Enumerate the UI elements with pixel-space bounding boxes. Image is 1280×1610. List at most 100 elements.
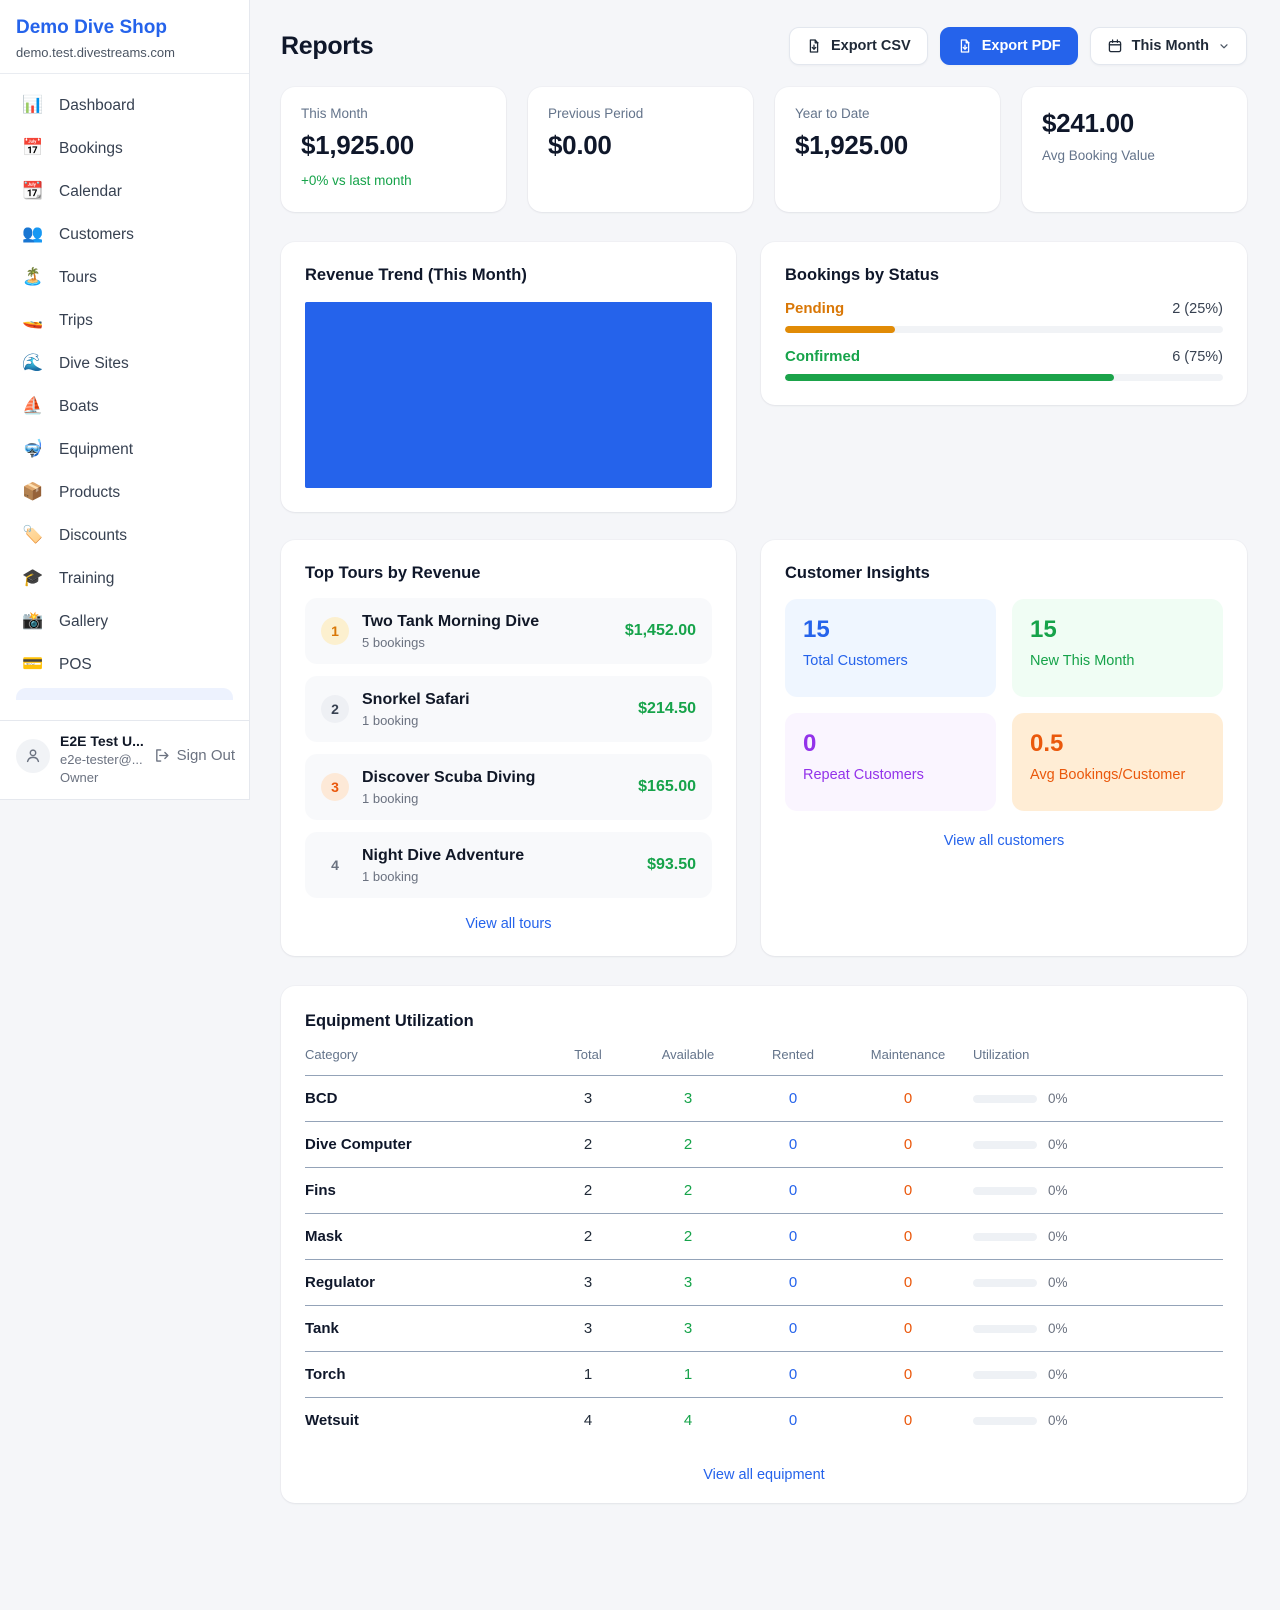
sidebar-item-dive-sites[interactable]: 🌊 Dive Sites (22, 353, 129, 373)
sidebar-item-equipment[interactable]: 🤿 Equipment (22, 439, 134, 459)
sidebar-item-customers[interactable]: 👥 Customers (22, 224, 134, 244)
total-customers-tile: 15 Total Customers (785, 599, 996, 697)
island-icon: 🏝️ (22, 267, 44, 287)
sidebar-item-trips[interactable]: 🚤 Trips (22, 310, 93, 330)
wave-icon: 🌊 (22, 353, 44, 373)
table-row: Dive Computer 2 2 0 0 0% (305, 1122, 1223, 1168)
stat-card-previous-period: Previous Period $0.00 (528, 87, 753, 212)
user-section: E2E Test U... e2e-tester@... Owner Sign … (0, 720, 249, 799)
customers-icon: 👥 (22, 224, 44, 244)
tag-icon: 🏷️ (22, 525, 44, 545)
confirmed-label: Confirmed (785, 348, 860, 365)
table-row: Torch 1 1 0 0 0% (305, 1352, 1223, 1398)
tour-row[interactable]: 3 Discover Scuba Diving 1 booking $165.0… (305, 754, 712, 820)
avatar (16, 739, 50, 773)
revenue-trend-chart (305, 302, 712, 488)
pending-progress-fill (785, 326, 895, 333)
avg-bookings-tile: 0.5 Avg Bookings/Customer (1012, 713, 1223, 811)
calendar-outline-icon (1108, 39, 1121, 53)
sidebar-item-calendar[interactable]: 📆 Calendar (22, 181, 122, 201)
repeat-customers-tile: 0 Repeat Customers (785, 713, 996, 811)
bookings-by-status-title: Bookings by Status (785, 266, 940, 284)
table-row: Regulator 3 3 0 0 0% (305, 1260, 1223, 1306)
utilization-bar (973, 1416, 1037, 1425)
sidebar: Demo Dive Shop demo.test.divestreams.com… (0, 0, 250, 800)
confirmed-progress-fill (785, 374, 1114, 381)
brand-block: Demo Dive Shop demo.test.divestreams.com (0, 0, 249, 74)
user-name: E2E Test U... (60, 733, 144, 749)
sidebar-item-bookings[interactable]: 📅 Bookings (22, 138, 123, 158)
equipment-utilization-title: Equipment Utilization (305, 1012, 474, 1030)
sidebar-item-training[interactable]: 🎓 Training (22, 568, 115, 588)
file-download-icon (809, 39, 819, 53)
confirmed-value: 6 (75%) (1172, 349, 1223, 365)
shop-domain: demo.test.divestreams.com (16, 45, 175, 60)
tour-row[interactable]: 4 Night Dive Adventure 1 booking $93.50 (305, 832, 712, 898)
main-content: Reports Export CSV Export PDF This Month (250, 0, 1280, 1543)
top-tours-title: Top Tours by Revenue (305, 564, 481, 582)
period-dropdown[interactable]: This Month (1089, 27, 1247, 65)
tour-row[interactable]: 1 Two Tank Morning Dive 5 bookings $1,45… (305, 598, 712, 664)
sidebar-item-reports-partial[interactable] (16, 688, 233, 700)
table-row: BCD 3 3 0 0 0% (305, 1076, 1223, 1122)
utilization-bar (973, 1370, 1037, 1379)
diving-mask-icon: 🤿 (22, 439, 44, 459)
sidebar-nav: 📊 Dashboard 📅 Bookings 📆 Calendar 👥 Cust… (0, 74, 249, 720)
calendar-icon: 📆 (22, 181, 44, 201)
this-month-value: $1,925.00 (301, 130, 414, 160)
stat-card-year-to-date: Year to Date $1,925.00 (775, 87, 1000, 212)
rank-badge: 2 (321, 695, 349, 723)
view-all-customers-link[interactable]: View all customers (943, 833, 1065, 849)
rank-badge: 1 (321, 617, 349, 645)
table-row: Wetsuit 4 4 0 0 0% (305, 1412, 1068, 1429)
bookings-by-status-card: Bookings by Status Pending 2 (25%) Confi… (761, 242, 1247, 405)
chevron-down-icon (1220, 44, 1228, 49)
camera-icon: 📸 (22, 611, 44, 631)
sidebar-item-gallery[interactable]: 📸 Gallery (22, 611, 109, 631)
utilization-bar (973, 1324, 1037, 1333)
sidebar-item-tours[interactable]: 🏝️ Tours (22, 267, 97, 287)
user-email: e2e-tester@... (60, 752, 143, 767)
sidebar-item-boats[interactable]: ⛵ Boats (22, 396, 99, 416)
sidebar-item-products[interactable]: 📦 Products (22, 482, 121, 502)
sign-out-icon (155, 749, 169, 762)
sailboat-icon: ⛵ (22, 396, 44, 416)
stat-card-this-month: This Month $1,925.00 +0% vs last month (281, 87, 506, 212)
shop-name: Demo Dive Shop (16, 17, 167, 38)
credit-card-icon: 💳 (22, 654, 44, 674)
sidebar-item-discounts[interactable]: 🏷️ Discounts (22, 525, 128, 545)
utilization-bar (973, 1140, 1037, 1149)
utilization-bar (973, 1232, 1037, 1241)
revenue-trend-title: Revenue Trend (This Month) (305, 266, 527, 284)
customer-insights-title: Customer Insights (785, 564, 930, 582)
rank-badge: 3 (321, 773, 349, 801)
view-all-equipment-link[interactable]: View all equipment (703, 1467, 825, 1483)
bookings-calendar-icon: 📅 (22, 138, 44, 158)
pending-progress-track (785, 326, 1223, 333)
previous-period-value: $0.00 (548, 130, 612, 160)
dashboard-icon: 📊 (22, 95, 44, 115)
user-role: Owner (60, 770, 99, 785)
export-csv-button[interactable]: Export CSV (788, 27, 928, 65)
sign-out-button[interactable]: Sign Out (153, 747, 235, 764)
pending-label: Pending (785, 300, 845, 317)
confirmed-progress-track (785, 374, 1223, 381)
equipment-table: Category Total Available Rented Maintena… (305, 1047, 1223, 1443)
new-this-month-tile: 15 New This Month (1012, 599, 1223, 697)
equipment-utilization-card: Equipment Utilization Category Total Ava… (281, 986, 1247, 1503)
file-download-icon (960, 39, 970, 53)
revenue-trend-card: Revenue Trend (This Month) (281, 242, 736, 512)
sidebar-item-pos[interactable]: 💳 POS (22, 654, 92, 674)
tour-row[interactable]: 2 Snorkel Safari 1 booking $214.50 (305, 676, 712, 742)
graduation-cap-icon: 🎓 (22, 568, 44, 588)
export-pdf-button[interactable]: Export PDF (939, 27, 1078, 65)
pending-value: 2 (25%) (1172, 301, 1223, 317)
table-row: Tank 3 3 0 0 0% (305, 1306, 1223, 1352)
view-all-tours-link[interactable]: View all tours (465, 916, 552, 932)
person-icon (26, 749, 40, 763)
table-row: Fins 2 2 0 0 0% (305, 1168, 1223, 1214)
utilization-bar (973, 1094, 1037, 1103)
speedboat-icon: 🚤 (22, 310, 44, 330)
sidebar-item-dashboard[interactable]: 📊 Dashboard (22, 95, 135, 115)
rank-badge: 4 (331, 857, 339, 873)
